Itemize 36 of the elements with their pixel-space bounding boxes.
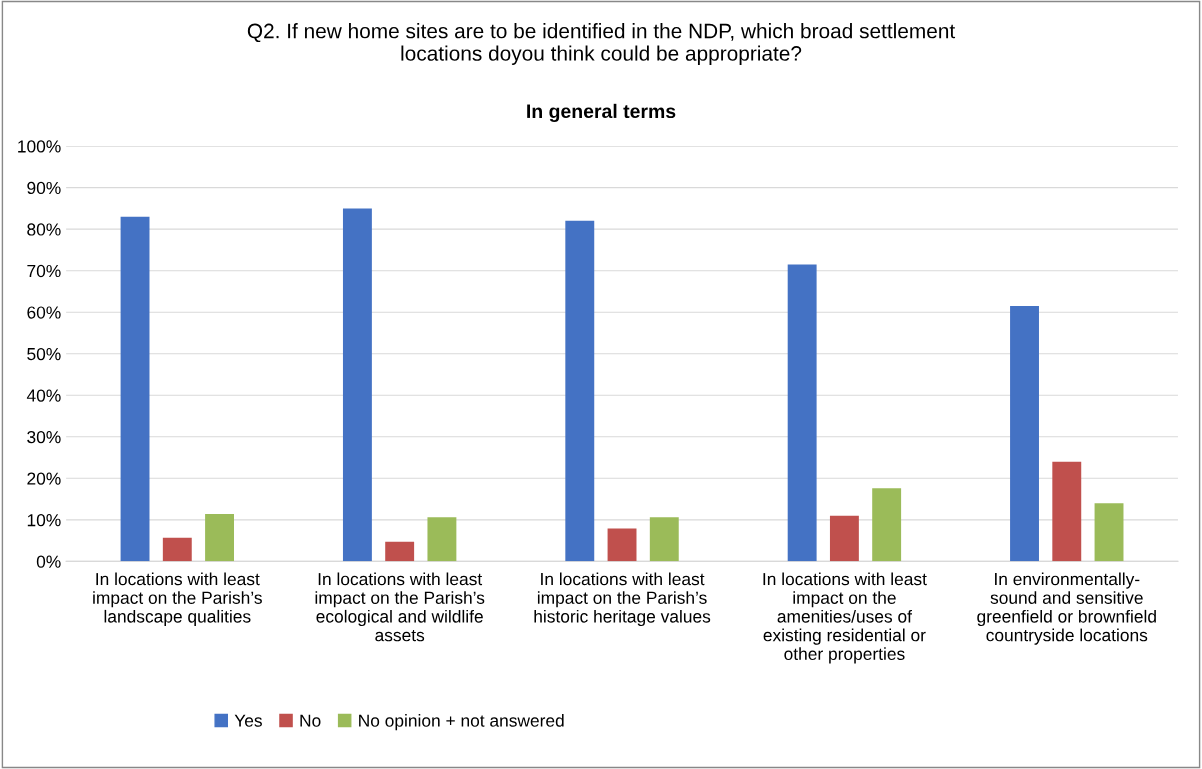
y-tick-label: 70% <box>27 264 61 278</box>
chart-title: Q2. If new home sites are to be identified in the NDP, which broad settlement locations doyou think could be appropriate? <box>247 23 956 65</box>
bar <box>649 517 679 562</box>
bar <box>205 514 234 562</box>
bar <box>829 515 859 562</box>
bar <box>385 541 415 562</box>
y-tick-label: 30% <box>27 430 61 444</box>
y-tick-label: 10% <box>27 514 61 527</box>
bar <box>342 208 372 562</box>
bar <box>787 264 817 562</box>
y-tick-label: 100% <box>18 140 61 153</box>
legend-label: Yes <box>234 714 262 727</box>
x-tick-label: In locations with least impact on the Parish’s historic heritage values <box>534 572 711 627</box>
y-tick-label: 0% <box>36 555 61 568</box>
bar <box>1094 503 1124 562</box>
y-tick-label: 80% <box>27 223 61 236</box>
bar <box>607 528 637 562</box>
bar <box>162 537 192 562</box>
bar <box>427 517 457 562</box>
chart-subtitle: In general terms <box>527 103 676 123</box>
legend-label: No opinion + not answered <box>359 714 564 731</box>
bar <box>1010 305 1039 562</box>
bar <box>120 216 150 562</box>
y-tick-label: 50% <box>27 347 61 361</box>
y-tick-label: 20% <box>27 472 61 485</box>
x-tick-label: In environmentally- sound and sensitive greenfield or brownfield countryside locations <box>977 572 1156 645</box>
x-tick-label: In locations with least impact on the amenities/uses of existing residential or other properties <box>763 572 927 664</box>
x-tick-label: In locations with least impact on the Parish’s landscape qualities <box>93 572 262 627</box>
legend-label: No <box>300 714 321 727</box>
bar <box>872 488 902 562</box>
x-tick-label: In locations with least impact on the Parish’s ecological and wildlife assets <box>315 572 485 642</box>
y-tick-label: 60% <box>27 306 61 319</box>
y-tick-label: 40% <box>26 389 61 402</box>
y-tick-label: 90% <box>27 181 61 195</box>
bar <box>1052 461 1082 562</box>
bar <box>565 220 595 562</box>
